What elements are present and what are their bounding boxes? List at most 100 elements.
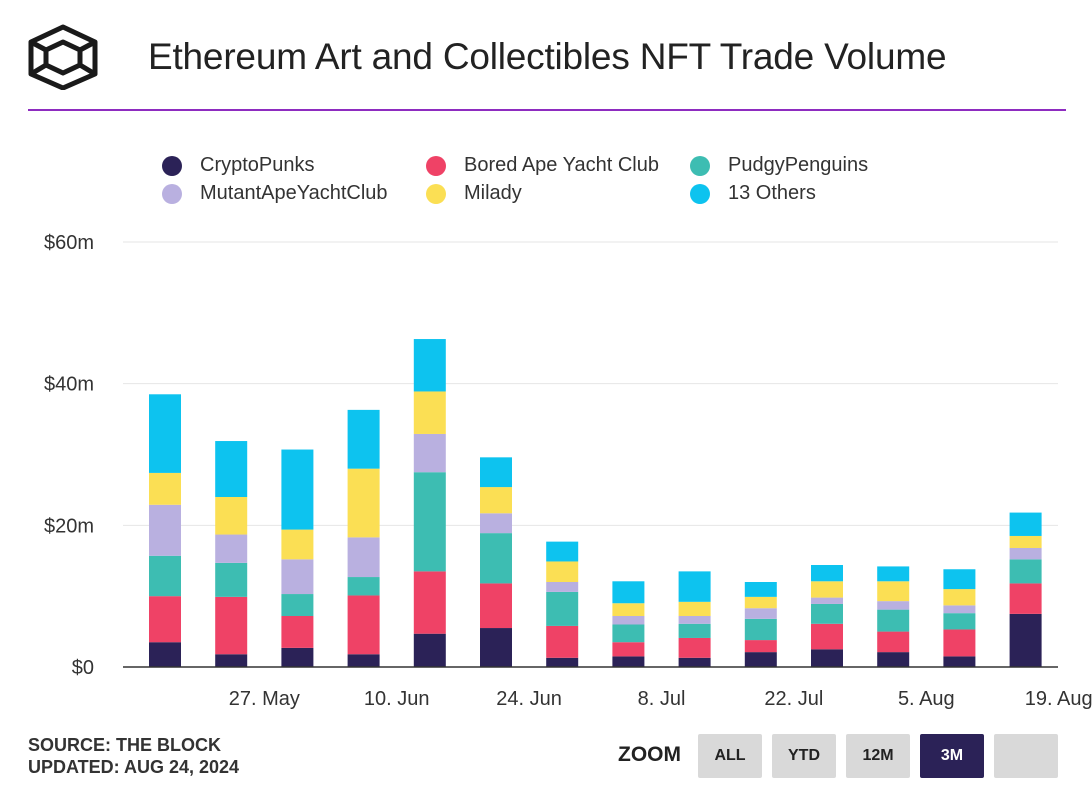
- legend-swatch: [162, 155, 182, 176]
- bar-segment: [215, 596, 248, 655]
- bar-segment: [347, 654, 380, 667]
- bar-segment: [1009, 535, 1042, 548]
- bar-segment: [281, 594, 314, 616]
- bar-segment: [413, 391, 446, 434]
- zoom-label: ZOOM: [618, 743, 681, 766]
- bar-segment: [149, 504, 181, 556]
- bar-segment: [149, 555, 181, 597]
- bar-segment: [1009, 548, 1042, 560]
- bar-segment: [612, 581, 645, 604]
- legend-item-mutantapeyachtclub[interactable]: MutantApeYachtClub: [162, 182, 388, 205]
- bar-segment: [877, 566, 910, 582]
- bar-segment: [612, 624, 645, 643]
- y-tick-label: $40m: [44, 374, 94, 396]
- bar-segment: [413, 433, 446, 473]
- legend-item-pudgypenguins[interactable]: PudgyPenguins: [690, 154, 868, 177]
- legend-item-milady[interactable]: Milady: [426, 182, 522, 205]
- bar-segment: [215, 534, 248, 563]
- bar-segment: [347, 537, 380, 578]
- bar-segment: [546, 582, 579, 592]
- chart-legend: CryptoPunks Bored Ape Yacht Club PudgyPe…: [162, 154, 962, 214]
- bar-segment: [811, 565, 843, 582]
- bar-segment: [877, 601, 910, 610]
- bar-segment: [480, 628, 512, 667]
- bar-segment: [347, 409, 380, 469]
- bar-segment: [744, 582, 777, 597]
- page-title: Ethereum Art and Collectibles NFT Trade …: [148, 36, 947, 77]
- bar-segment: [943, 613, 976, 630]
- x-tick-label: 8. Jul: [638, 688, 686, 710]
- stacked-bar-chart: $0 $20m $40m $60m 27. May 10. Jun 24. Jun 8. Ju…: [44, 232, 1092, 710]
- bar-segment: [1009, 512, 1042, 536]
- bar-segment: [413, 633, 446, 667]
- bar-segment: [678, 657, 711, 667]
- bar-segment: [744, 618, 777, 641]
- legend-item-cryptopunks[interactable]: CryptoPunks: [162, 154, 315, 177]
- bar-segment: [347, 468, 380, 538]
- bar-segment: [744, 596, 777, 609]
- bar-segment: [678, 601, 711, 616]
- bar-segment: [281, 616, 314, 648]
- bar-segment: [811, 623, 843, 650]
- bar-segment: [678, 623, 711, 638]
- bar-segment: [1009, 613, 1042, 667]
- legend-label: Milady: [464, 182, 522, 204]
- bar-segment: [546, 561, 579, 582]
- bar-segment: [811, 581, 843, 598]
- zoom-extra-button[interactable]: [994, 734, 1058, 778]
- bar-segment: [811, 597, 843, 604]
- bar-segment: [480, 457, 512, 488]
- bar-segment: [943, 629, 976, 657]
- source-credit: SOURCE: THE BLOCK: [28, 735, 221, 755]
- x-tick-label: 27. May: [229, 688, 300, 710]
- bar-segment: [215, 497, 248, 535]
- bar-segment: [744, 640, 777, 653]
- bar-segment: [546, 591, 579, 626]
- legend-label: CryptoPunks: [200, 154, 315, 176]
- bar-segment: [1009, 583, 1042, 614]
- legend-item-bored-ape-yacht-club[interactable]: Bored Ape Yacht Club: [426, 154, 659, 177]
- bar-segment: [546, 657, 579, 667]
- bar-segment: [678, 637, 711, 658]
- bar-segment: [877, 609, 910, 632]
- x-tick-label: 10. Jun: [364, 688, 430, 710]
- bar-segment: [877, 652, 910, 667]
- bar-segment: [149, 394, 181, 473]
- bar-segment: [281, 559, 314, 595]
- title-divider: [28, 109, 1066, 111]
- bar-segment: [678, 616, 711, 624]
- bar-segment: [1009, 559, 1042, 584]
- zoom-ytd-button[interactable]: YTD: [772, 734, 836, 778]
- legend-swatch: [426, 183, 446, 204]
- bar-segment: [612, 603, 645, 616]
- x-tick-label: 24. Jun: [496, 688, 562, 710]
- chart-footer: SOURCE: THE BLOCK UPDATED: AUG 24, 2024: [28, 734, 239, 778]
- zoom-12m-button[interactable]: 12M: [846, 734, 910, 778]
- bar-segment: [281, 449, 314, 530]
- updated-date: UPDATED: AUG 24, 2024: [28, 757, 240, 777]
- zoom-all-button[interactable]: ALL: [698, 734, 762, 778]
- bar-segment: [943, 589, 976, 606]
- y-tick-label: $0: [72, 657, 94, 679]
- legend-label: PudgyPenguins: [728, 154, 869, 176]
- bar-segment: [943, 656, 976, 667]
- bar-segment: [215, 654, 248, 667]
- legend-swatch: [162, 183, 182, 204]
- bar-segment: [612, 642, 645, 657]
- x-tick-label: 19. Aug: [1025, 688, 1092, 710]
- bar-segment: [877, 631, 910, 653]
- bar-segment: [612, 656, 645, 667]
- legend-item-13-others[interactable]: 13 Others: [690, 182, 816, 205]
- bar-segment: [811, 603, 843, 624]
- legend-swatch: [690, 183, 710, 204]
- bar-segment: [413, 472, 446, 572]
- bar-segment: [612, 616, 645, 625]
- bar-segment: [347, 577, 380, 596]
- bar-segment: [149, 596, 181, 643]
- bar-segment: [413, 339, 446, 392]
- bar-segment: [480, 583, 512, 629]
- bar-segment: [943, 569, 976, 590]
- zoom-3m-button[interactable]: 3M: [920, 734, 984, 778]
- bar-segment: [546, 541, 579, 562]
- bar-segment: [149, 472, 181, 505]
